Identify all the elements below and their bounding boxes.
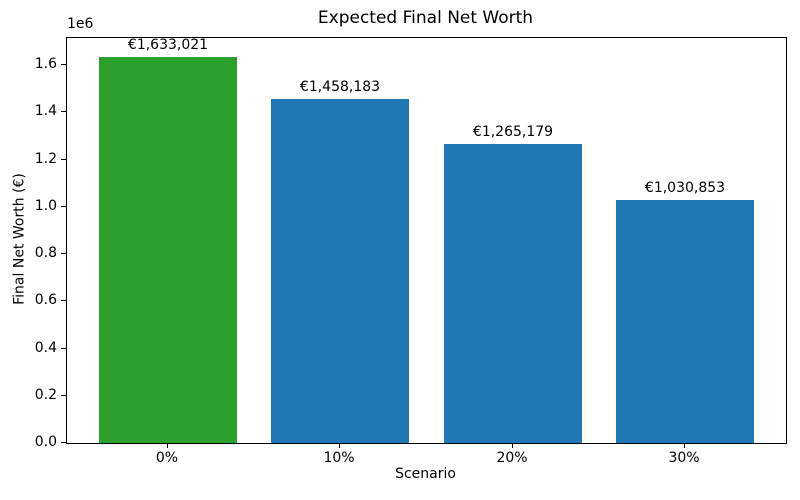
bar-30%: [616, 200, 754, 443]
x-tick-mark: [167, 443, 168, 448]
y-tick-mark: [61, 395, 66, 396]
y-tick-label: 0.2: [34, 387, 57, 403]
y-tick-label: 1.2: [34, 151, 57, 167]
y-tick-mark: [61, 159, 66, 160]
chart-title: Expected Final Net Worth: [317, 8, 534, 28]
bar-value-label: €1,458,183: [299, 79, 381, 95]
bar-value-label: €1,265,179: [472, 124, 554, 140]
x-tick-mark: [684, 443, 685, 448]
x-tick-label: 20%: [496, 450, 528, 466]
y-tick-mark: [61, 64, 66, 65]
x-tick-mark: [339, 443, 340, 448]
y-tick-label: 1.0: [34, 198, 57, 214]
x-axis-label: Scenario: [395, 466, 456, 482]
y-tick-mark: [61, 300, 66, 301]
y-tick-label: 0.0: [34, 434, 57, 450]
bar-value-label: €1,633,021: [127, 37, 209, 53]
y-tick-label: 0.8: [34, 245, 57, 261]
bar-value-label: €1,030,853: [644, 180, 726, 196]
y-tick-mark: [61, 253, 66, 254]
bar-10%: [271, 99, 409, 443]
bar-0%: [99, 57, 237, 443]
y-tick-label: 1.4: [34, 103, 57, 119]
y-tick-mark: [61, 206, 66, 207]
x-tick-label: 10%: [323, 450, 355, 466]
y-tick-label: 0.6: [34, 292, 57, 308]
y-axis-scale-offset-label: 1e6: [67, 16, 94, 32]
y-tick-mark: [61, 442, 66, 443]
y-tick-label: 1.6: [34, 56, 57, 72]
y-tick-label: 0.4: [34, 340, 57, 356]
x-tick-label: 30%: [668, 450, 700, 466]
bar-20%: [444, 144, 582, 443]
x-tick-mark: [512, 443, 513, 448]
x-tick-label: 0%: [155, 450, 179, 466]
y-tick-mark: [61, 348, 66, 349]
y-tick-mark: [61, 111, 66, 112]
plot-area: €1,633,021 €1,458,183 €1,265,179 €1,030,853: [66, 37, 787, 444]
